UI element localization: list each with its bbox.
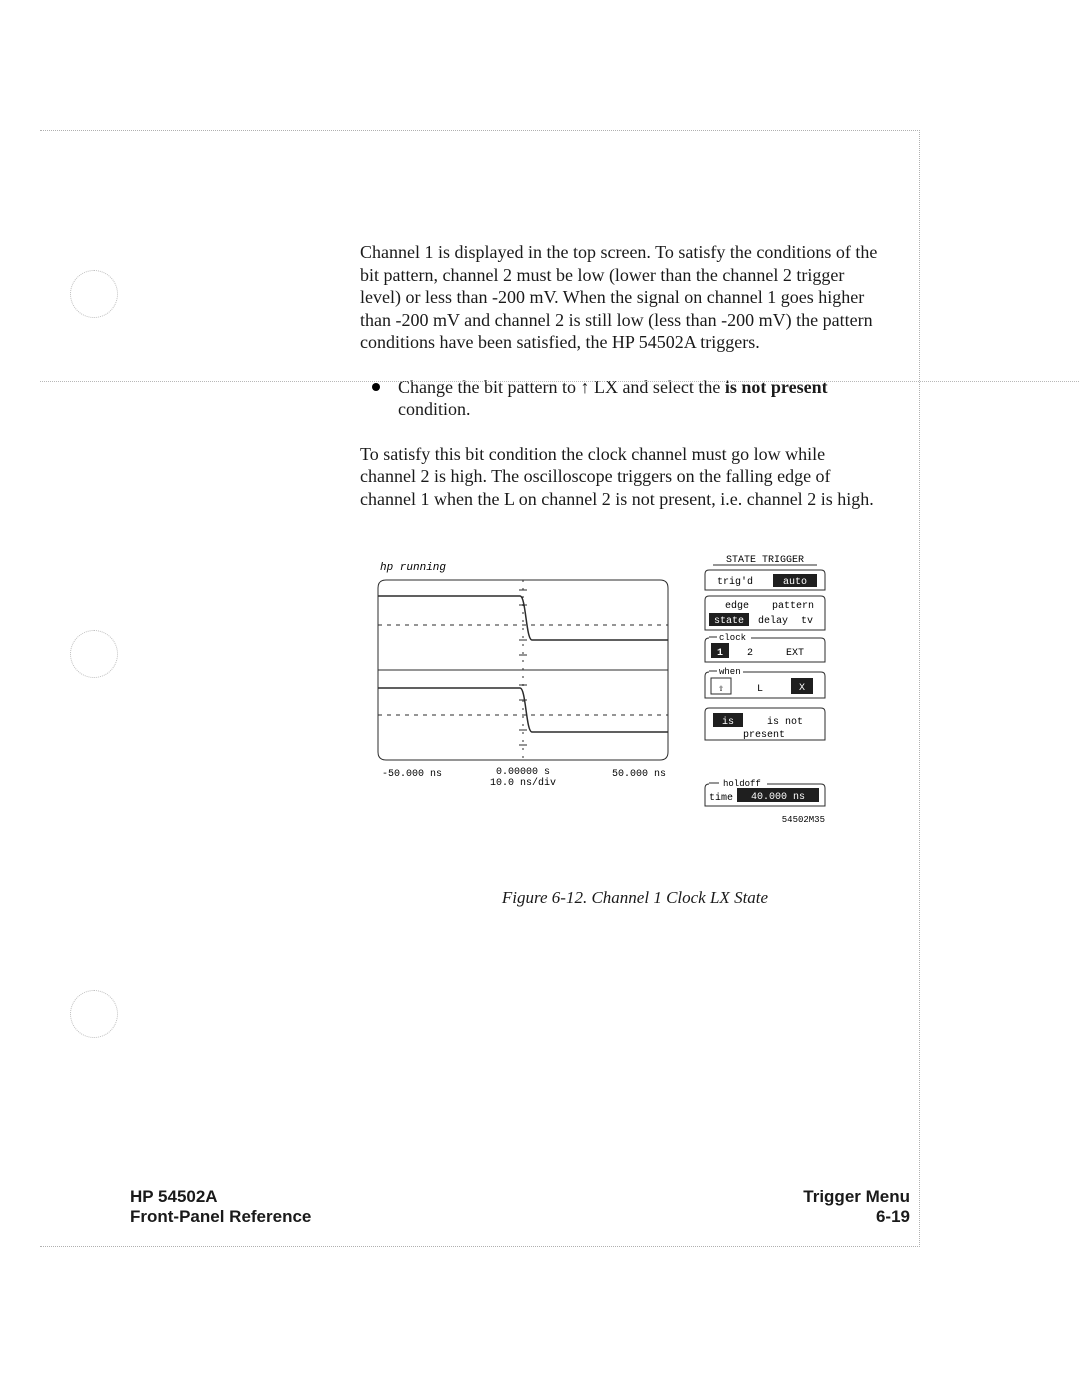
bullet-1-text-a: Change the bit pattern to ↑ LX and selec… bbox=[398, 377, 725, 397]
paragraph-2: To satisfy this bit condition the clock … bbox=[360, 443, 880, 511]
menu-row-clock: clock 1 2 EXT bbox=[705, 633, 825, 662]
menu-is-not[interactable]: is not bbox=[767, 716, 803, 728]
xaxis-left: -50.000 ns bbox=[382, 769, 442, 780]
bullet-1: Change the bit pattern to ↑ LX and selec… bbox=[360, 376, 880, 421]
trigger-menu: STATE TRIGGER trig'd auto edge pattern s… bbox=[705, 555, 825, 825]
menu-row-holdoff: holdoff time 40.000 ns bbox=[705, 779, 825, 806]
menu-holdoff-label: holdoff bbox=[723, 779, 761, 789]
bullet-icon bbox=[372, 383, 380, 391]
menu-row-present: is is not present bbox=[705, 708, 825, 741]
bullet-1-text-b: condition. bbox=[398, 399, 471, 419]
footer-left: HP 54502A Front-Panel Reference bbox=[130, 1187, 311, 1227]
mid-rule bbox=[40, 381, 1079, 382]
footer-section: Trigger Menu bbox=[803, 1187, 910, 1207]
page-footer: HP 54502A Front-Panel Reference Trigger … bbox=[130, 1187, 910, 1227]
menu-present-label: present bbox=[743, 730, 785, 741]
menu-clock-label: clock bbox=[719, 633, 746, 643]
footer-product: HP 54502A bbox=[130, 1187, 311, 1207]
waveform-ch1 bbox=[378, 596, 668, 640]
menu-when-X: X bbox=[799, 683, 805, 694]
figure: hp running bbox=[360, 550, 870, 908]
menu-auto-label: auto bbox=[783, 577, 807, 588]
menu-tv[interactable]: tv bbox=[801, 616, 813, 627]
menu-footer-id: 54502M35 bbox=[782, 815, 825, 825]
xaxis-center-top: 0.00000 s bbox=[496, 767, 550, 778]
menu-state-label: state bbox=[714, 616, 744, 627]
footer-doc-title: Front-Panel Reference bbox=[130, 1207, 311, 1227]
bullet-1-text: Change the bit pattern to ↑ LX and selec… bbox=[398, 376, 880, 421]
menu-row-mode: edge pattern state delay tv bbox=[705, 596, 825, 630]
hp-running-label: hp running bbox=[380, 562, 446, 574]
xaxis-center-bot: 10.0 ns/div bbox=[490, 777, 556, 789]
body-text: Channel 1 is displayed in the top screen… bbox=[360, 241, 880, 510]
paragraph-1: Channel 1 is displayed in the top screen… bbox=[360, 241, 880, 354]
menu-clock-ext[interactable]: EXT bbox=[786, 648, 804, 659]
figure-caption: Figure 6-12. Channel 1 Clock LX State bbox=[400, 888, 870, 908]
menu-pattern[interactable]: pattern bbox=[772, 601, 814, 612]
menu-delay[interactable]: delay bbox=[758, 615, 788, 627]
bullet-1-bold: is not present bbox=[725, 377, 828, 397]
menu-row-when: when ⇧ L X bbox=[705, 667, 825, 698]
menu-edge[interactable]: edge bbox=[725, 600, 749, 612]
menu-holdoff-val: 40.000 ns bbox=[751, 792, 805, 803]
footer-right: Trigger Menu 6-19 bbox=[803, 1187, 910, 1227]
menu-when-L[interactable]: L bbox=[757, 684, 763, 695]
menu-clock-1: 1 bbox=[717, 648, 723, 659]
menu-is: is bbox=[722, 716, 734, 728]
menu-title: STATE TRIGGER bbox=[726, 555, 804, 566]
page-frame: Channel 1 is displayed in the top screen… bbox=[40, 130, 920, 1247]
menu-holdoff-time[interactable]: time bbox=[709, 792, 733, 804]
xaxis-right: 50.000 ns bbox=[612, 769, 666, 780]
scope-diagram: hp running bbox=[360, 550, 870, 870]
footer-page-num: 6-19 bbox=[803, 1207, 910, 1227]
menu-row-trigmode: trig'd auto bbox=[705, 570, 825, 590]
menu-clock-2[interactable]: 2 bbox=[747, 648, 753, 659]
menu-when-up: ⇧ bbox=[718, 684, 724, 695]
menu-trigd[interactable]: trig'd bbox=[717, 576, 753, 588]
menu-when-label: when bbox=[719, 667, 741, 677]
